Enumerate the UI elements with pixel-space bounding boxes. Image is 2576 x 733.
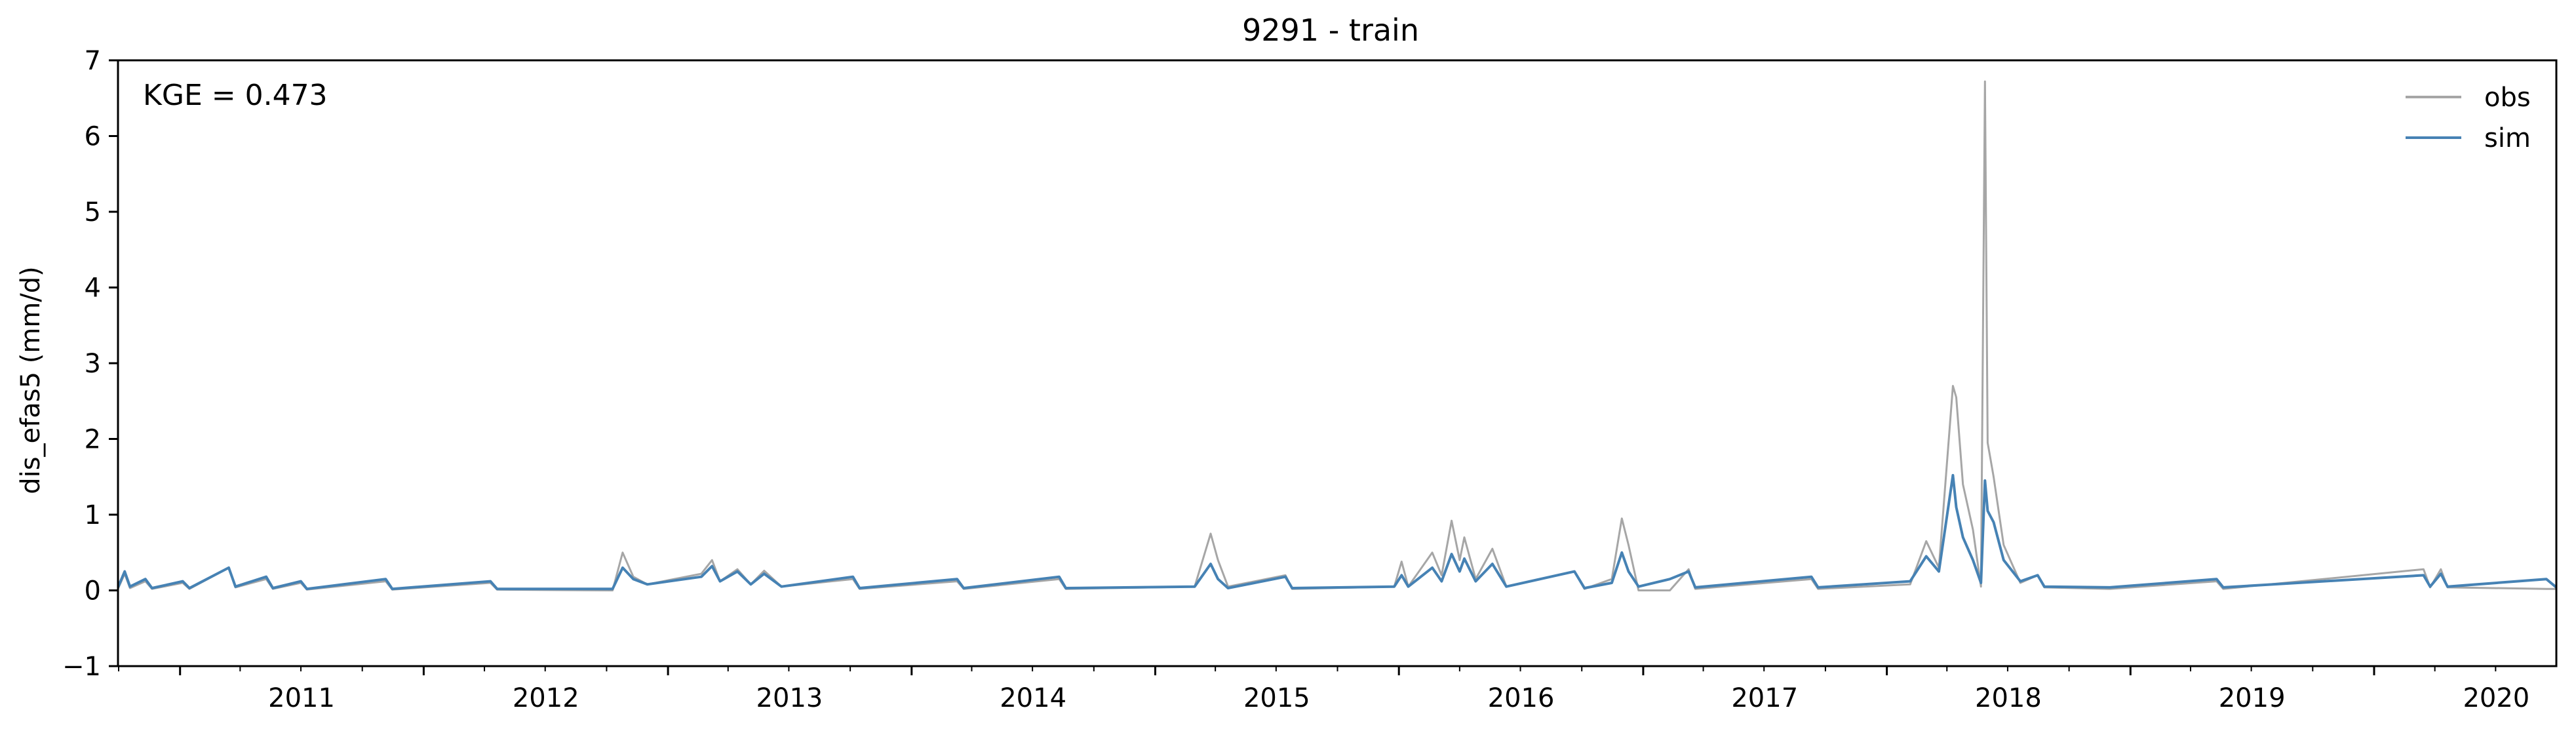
series-layer (118, 80, 2556, 591)
series-line-obs (118, 80, 2556, 591)
x-tick-label: 2016 (1488, 683, 1555, 713)
x-axis-ticks: 2011 2012 2013 2014 2015 2016 2017 2018 2019 2020 (118, 666, 2529, 713)
y-tick-label: 3 (85, 349, 101, 379)
x-tick-label: 2015 (1243, 683, 1310, 713)
series-line-sim (118, 473, 2556, 591)
plot-area: 2011 2012 2013 2014 2015 2016 2017 2018 2019 2020… (62, 46, 2558, 713)
y-tick-label: 1 (85, 500, 101, 530)
y-tick-label: 5 (85, 197, 101, 228)
kge-annotation: KGE = 0.473 (143, 79, 328, 112)
y-tick-label: 2 (85, 425, 101, 455)
y-tick-label: 7 (85, 46, 101, 76)
y-tick-label: −1 (62, 652, 101, 682)
x-tick-label: 2020 (2463, 683, 2529, 713)
y-axis-label: dis_efas5 (mm/d) (16, 266, 46, 494)
x-tick-label: 2019 (2219, 683, 2286, 713)
legend-sim-label: sim (2484, 123, 2531, 153)
x-tick-label: 2012 (513, 683, 579, 713)
legend-obs-label: obs (2484, 83, 2531, 113)
y-tick-label: 4 (85, 273, 101, 304)
chart-title: 9291 - train (1242, 12, 1419, 48)
y-tick-label: 6 (85, 122, 101, 152)
x-tick-label: 2014 (1000, 683, 1066, 713)
x-tick-label: 2017 (1731, 683, 1798, 713)
y-tick-label: 0 (85, 576, 101, 606)
legend: obs sim (2406, 83, 2531, 153)
x-tick-label: 2013 (756, 683, 823, 713)
x-tick-label: 2011 (268, 683, 335, 713)
y-axis-ticks: −1 0 1 2 3 4 5 6 7 (62, 46, 118, 682)
plot-frame (117, 59, 2558, 667)
x-tick-label: 2018 (1975, 683, 2042, 713)
